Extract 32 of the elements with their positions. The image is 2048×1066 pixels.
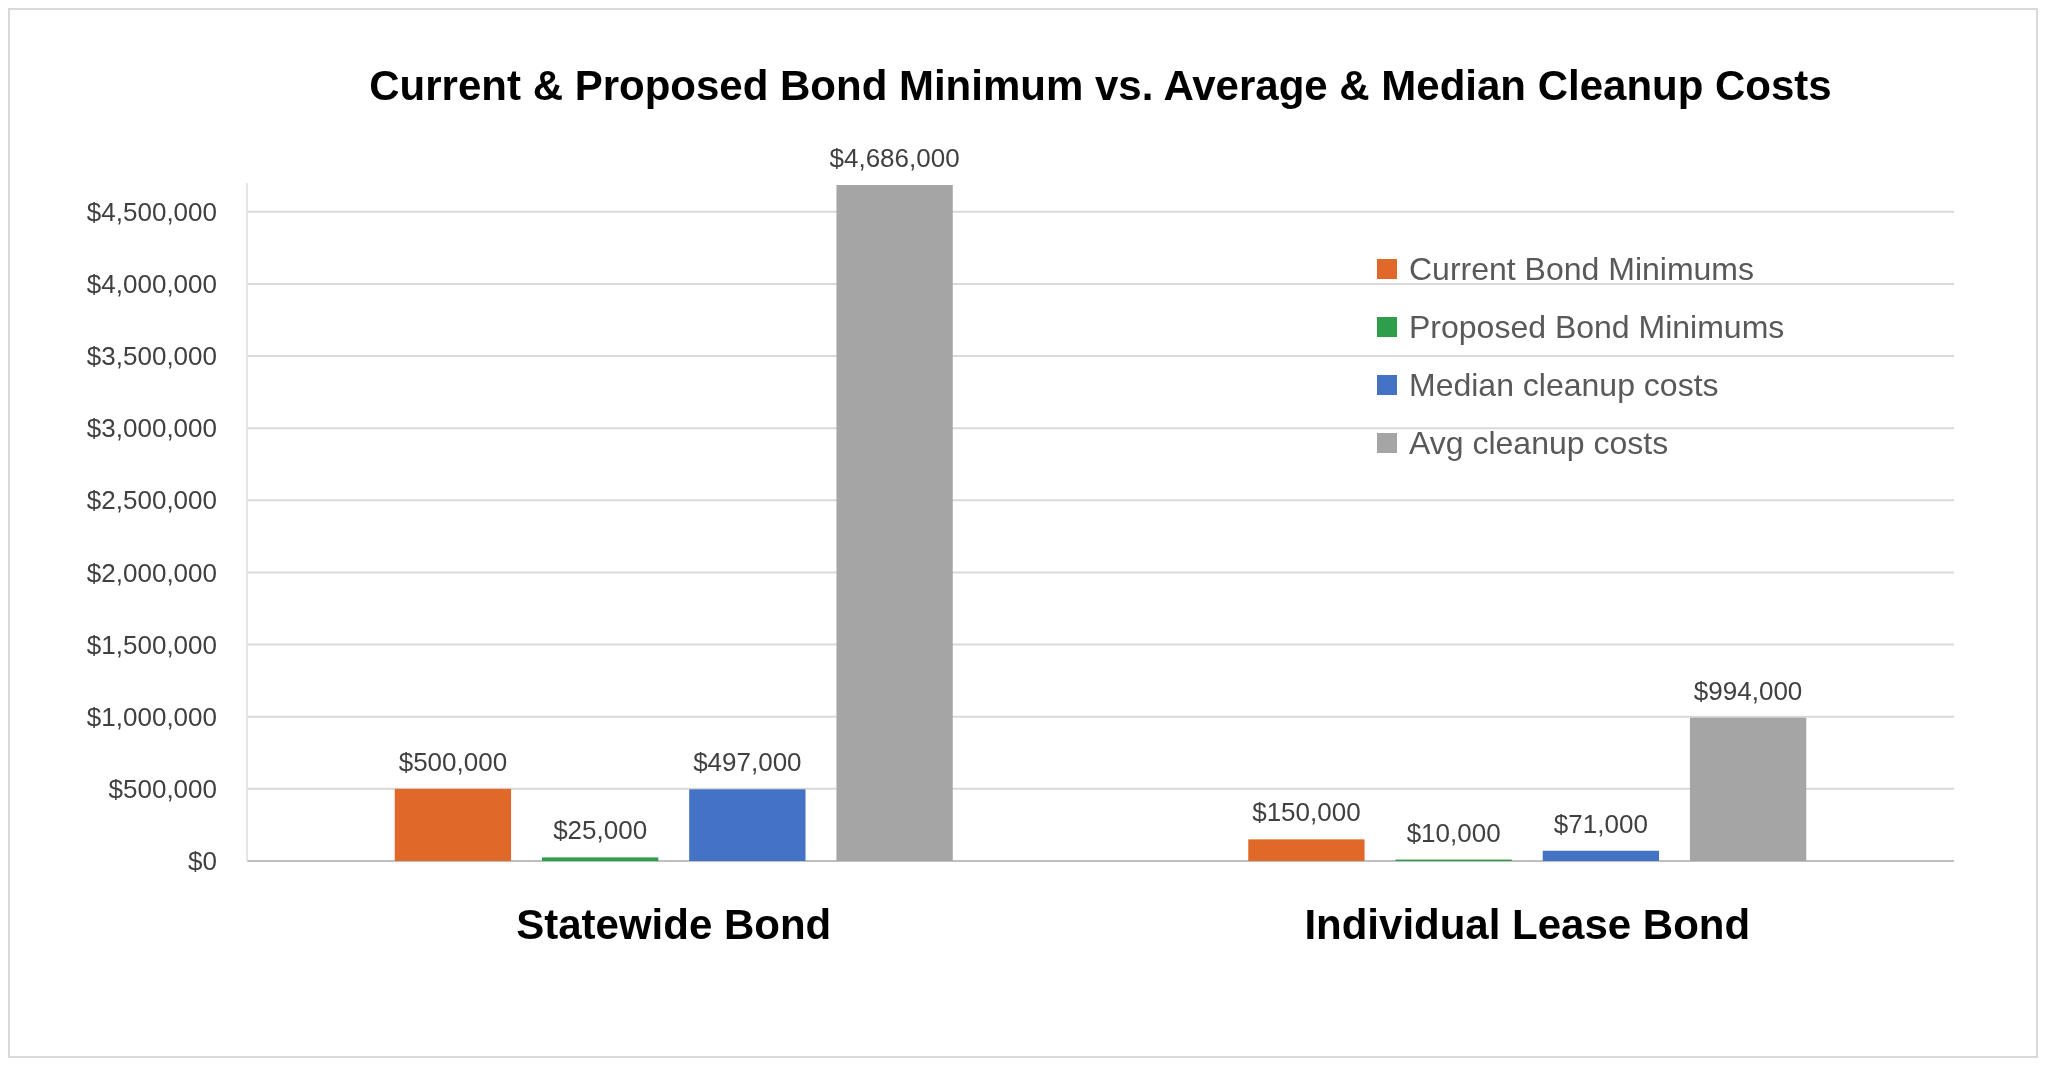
data-label: $150,000	[1252, 797, 1361, 828]
y-tick-label: $3,500,000	[86, 341, 217, 372]
y-tick-label: $1,500,000	[86, 629, 217, 660]
y-tick-label: $4,000,000	[86, 269, 217, 300]
data-label: $25,000	[553, 815, 648, 846]
legend-label: Current Bond Minimums	[1409, 251, 1754, 288]
y-tick-label: $3,000,000	[86, 413, 217, 444]
legend-label: Avg cleanup costs	[1409, 425, 1669, 462]
y-tick-label: $4,500,000	[86, 196, 217, 227]
bar	[541, 857, 659, 861]
bar	[689, 789, 806, 861]
data-label: $497,000	[693, 747, 802, 778]
data-label: $10,000	[1406, 817, 1501, 848]
chart-title: Current & Proposed Bond Minimum vs. Average & Median Cleanup Costs	[369, 62, 1832, 109]
y-tick-label: $2,000,000	[86, 557, 217, 588]
legend-label: Proposed Bond Minimums	[1409, 309, 1785, 346]
bar	[1542, 850, 1660, 861]
data-label: $500,000	[398, 746, 508, 777]
bar	[1689, 717, 1807, 861]
legend-label: Median cleanup costs	[1409, 367, 1719, 404]
x-tick-label: Statewide Bond	[516, 901, 832, 948]
y-tick-label: $1,000,000	[86, 701, 217, 732]
y-tick-label: $0	[188, 846, 217, 877]
bar	[394, 788, 512, 861]
y-tick-label: $2,500,000	[86, 485, 217, 516]
data-label: $4,686,000	[829, 143, 960, 174]
bar	[836, 185, 953, 861]
y-tick-label: $500,000	[108, 773, 217, 804]
bar	[1248, 839, 1365, 861]
data-label: $994,000	[1693, 675, 1803, 706]
data-label: $71,000	[1553, 808, 1648, 839]
x-tick-label: Individual Lease Bond	[1304, 901, 1751, 948]
